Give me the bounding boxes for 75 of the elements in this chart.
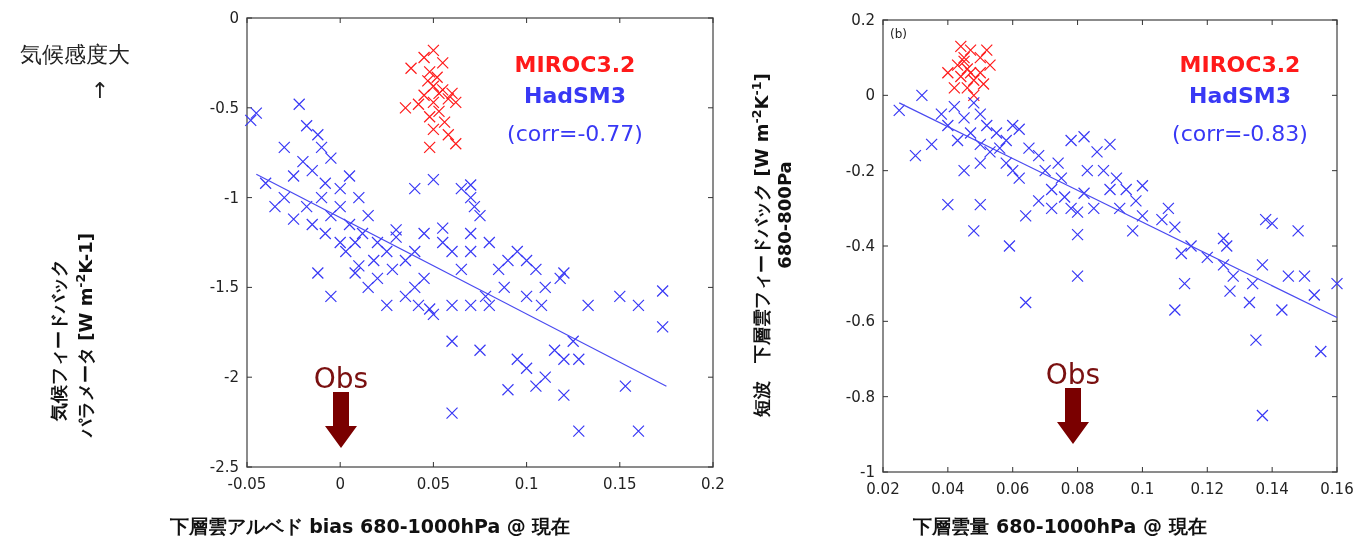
x-tick-label: 0.1 xyxy=(514,475,539,493)
annotation: (b) xyxy=(890,27,907,41)
point xyxy=(438,116,451,129)
y-tick-label: 0 xyxy=(865,86,875,105)
x-tick-label: 0.06 xyxy=(996,480,1030,498)
text: MIROC3.2 xyxy=(514,52,636,77)
point xyxy=(449,137,462,150)
text: MIROC3.2 xyxy=(1179,52,1301,77)
point xyxy=(427,44,440,57)
point xyxy=(427,123,440,136)
point xyxy=(423,141,436,154)
x-tick-label: 0.12 xyxy=(1190,480,1224,498)
point xyxy=(951,59,964,72)
y-tick-label: -0.6 xyxy=(845,312,875,331)
y-tick-label: -2 xyxy=(224,368,239,387)
text: HadSM3 xyxy=(1188,83,1292,108)
point xyxy=(423,65,436,78)
annotation: Obs xyxy=(313,362,369,395)
point xyxy=(954,70,967,83)
point xyxy=(432,105,446,118)
point xyxy=(423,110,436,123)
y-tick-label: -0.5 xyxy=(209,98,239,117)
point xyxy=(449,96,462,109)
x-axis-title: 下層雲アルベド bias 680-1000hPa @ 現在 xyxy=(168,515,571,537)
point xyxy=(977,77,990,91)
x-tick-label: 0.16 xyxy=(1320,480,1354,498)
x-tick-label: 0.1 xyxy=(1130,480,1155,498)
y-tick-label: 0.2 xyxy=(851,11,875,29)
y-tick-label: -0.8 xyxy=(845,387,875,406)
x-tick-label: 0.2 xyxy=(701,475,725,493)
text: 気候感度大 xyxy=(20,42,130,67)
point xyxy=(427,80,440,93)
point xyxy=(404,62,418,75)
x-tick-label: -0.05 xyxy=(227,475,267,493)
text: HadSM3 xyxy=(523,83,627,108)
point xyxy=(941,66,954,79)
point xyxy=(954,40,967,53)
y-tick-label: -0.4 xyxy=(845,237,875,255)
point xyxy=(967,74,980,87)
point xyxy=(417,89,431,102)
point xyxy=(421,74,434,87)
point xyxy=(442,128,455,141)
y-tick-label: 0 xyxy=(229,9,239,27)
point xyxy=(983,59,997,72)
point xyxy=(431,71,444,84)
annotation: (corr=-0.83) xyxy=(1172,121,1308,146)
point xyxy=(399,101,412,114)
y-tick-label: -1 xyxy=(860,463,875,481)
point xyxy=(967,89,980,102)
x-tick-label: 0.05 xyxy=(416,475,451,493)
text: ↑ xyxy=(90,78,110,103)
point xyxy=(957,51,971,64)
point xyxy=(427,96,440,109)
x-tick-label: 0.15 xyxy=(603,475,637,493)
y-tick-label: -1 xyxy=(224,188,239,207)
x-tick-label: 0.08 xyxy=(1060,480,1095,498)
y-tick-label: -1.5 xyxy=(209,278,239,297)
point xyxy=(436,56,449,69)
y-tick-label: -2.5 xyxy=(209,458,239,476)
x-tick-label: 0.14 xyxy=(1255,480,1289,498)
point xyxy=(980,44,993,57)
annotation: (corr=-0.77) xyxy=(507,121,643,146)
point xyxy=(442,92,455,105)
point xyxy=(412,98,425,111)
x-tick-label: 0.02 xyxy=(866,480,900,498)
x-axis-title: 下層雲量 680-1000hPa @ 現在 xyxy=(912,515,1207,537)
point xyxy=(957,55,971,68)
annotation: Obs xyxy=(1045,358,1101,391)
point xyxy=(436,83,449,96)
point xyxy=(417,51,431,64)
point xyxy=(974,51,987,64)
x-tick-label: 0 xyxy=(335,475,345,493)
x-tick-label: 0.04 xyxy=(931,480,965,498)
y-tick-label: -0.2 xyxy=(845,161,875,180)
point xyxy=(964,44,977,57)
